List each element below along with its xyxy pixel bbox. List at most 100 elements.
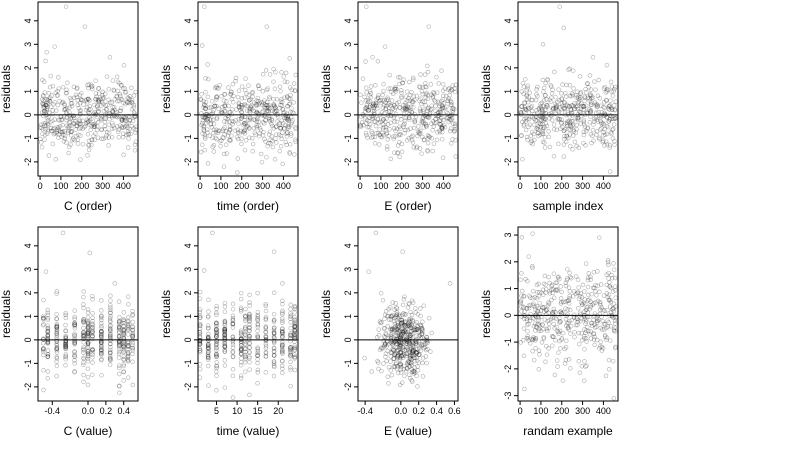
data-point — [101, 95, 107, 101]
data-point — [77, 100, 83, 106]
data-point — [398, 117, 404, 122]
data-point — [388, 368, 394, 373]
y-tick-label: 4 — [343, 18, 353, 23]
data-point — [223, 142, 229, 148]
data-point — [561, 105, 566, 111]
data-point — [271, 126, 276, 131]
data-point — [518, 340, 523, 345]
data-point — [410, 133, 416, 139]
data-point — [73, 92, 79, 98]
data-point — [117, 91, 123, 97]
data-point — [107, 110, 112, 116]
data-point — [130, 345, 136, 351]
data-point — [253, 111, 259, 116]
data-point — [222, 119, 227, 124]
data-point — [394, 101, 400, 106]
data-point — [529, 138, 535, 144]
y-tick-label: 3 — [183, 42, 193, 47]
data-point — [124, 100, 130, 105]
data-point — [65, 125, 71, 130]
data-point — [54, 363, 60, 369]
data-point — [408, 104, 414, 110]
data-point — [99, 329, 104, 335]
data-point — [201, 113, 206, 118]
data-point — [537, 132, 543, 137]
data-point — [400, 107, 406, 112]
data-point — [279, 70, 284, 75]
data-point — [397, 105, 402, 110]
data-point — [91, 133, 96, 139]
data-point — [572, 329, 577, 335]
data-point — [525, 85, 530, 91]
data-point — [224, 151, 230, 156]
data-point — [448, 118, 453, 123]
data-point — [67, 110, 72, 115]
data-point — [400, 249, 405, 254]
data-point — [369, 113, 374, 119]
data-point — [43, 123, 49, 128]
data-point — [280, 281, 285, 286]
data-point — [210, 230, 215, 236]
data-point — [87, 118, 93, 123]
data-point — [59, 117, 64, 123]
data-point — [575, 305, 581, 311]
data-point — [123, 114, 128, 120]
data-point — [585, 125, 590, 130]
data-point — [221, 98, 227, 103]
data-point — [90, 347, 95, 353]
data-point — [263, 68, 269, 73]
data-point — [203, 136, 208, 141]
data-point — [69, 115, 75, 121]
data-point — [99, 331, 104, 337]
data-point — [45, 348, 51, 353]
data-point — [574, 122, 579, 128]
data-point — [72, 323, 78, 329]
data-point — [247, 98, 252, 103]
data-point — [281, 113, 286, 118]
data-point — [127, 114, 132, 120]
data-point — [384, 103, 389, 109]
data-point — [271, 103, 277, 109]
data-point — [551, 106, 556, 112]
data-point — [207, 117, 212, 122]
data-point — [225, 133, 231, 138]
data-point — [604, 62, 610, 68]
data-point — [416, 124, 421, 129]
data-point — [72, 308, 77, 313]
data-point — [54, 130, 59, 136]
data-point — [406, 105, 412, 110]
data-point — [119, 124, 125, 129]
data-point — [291, 100, 296, 105]
y-tick-label: 0 — [503, 112, 513, 117]
data-point — [126, 302, 131, 307]
data-point — [396, 99, 402, 105]
data-point — [554, 103, 559, 108]
data-point — [453, 154, 458, 159]
data-point — [362, 106, 368, 111]
data-point — [273, 69, 278, 75]
data-point — [209, 125, 215, 130]
data-point — [553, 105, 559, 111]
data-point — [576, 94, 581, 100]
data-point — [448, 126, 454, 131]
data-point — [254, 119, 260, 124]
data-point — [44, 49, 49, 55]
data-point — [62, 107, 68, 112]
data-point — [591, 138, 596, 143]
data-point — [107, 326, 113, 332]
data-point — [201, 124, 207, 130]
x-tick-label: 300 — [255, 181, 270, 191]
data-point — [52, 44, 57, 49]
data-point — [389, 98, 395, 103]
data-point — [89, 86, 95, 92]
data-point — [571, 133, 576, 138]
data-point — [397, 140, 402, 145]
y-tick-label: -1 — [183, 359, 193, 367]
data-point — [370, 108, 375, 114]
data-point — [42, 90, 48, 95]
data-point — [214, 94, 220, 99]
data-point — [238, 128, 243, 134]
data-point — [375, 106, 380, 111]
data-point — [286, 118, 291, 123]
data-point — [585, 95, 591, 100]
